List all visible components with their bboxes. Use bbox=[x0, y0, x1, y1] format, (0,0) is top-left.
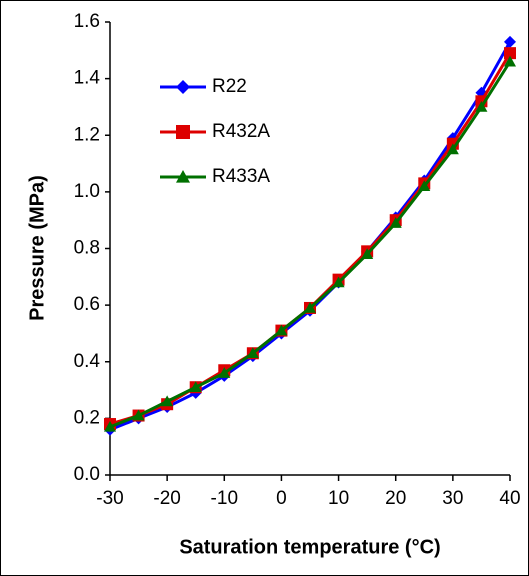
marker bbox=[104, 420, 116, 432]
y-tick-label: 0.8 bbox=[74, 238, 100, 259]
marker bbox=[446, 143, 459, 155]
y-tick-label: 0.6 bbox=[74, 294, 100, 315]
legend-label: R433A bbox=[212, 166, 270, 187]
marker bbox=[389, 217, 402, 228]
x-tick-label: -20 bbox=[153, 488, 180, 509]
legend-marker bbox=[176, 80, 190, 94]
y-axis-title: Pressure (MPa) bbox=[26, 175, 48, 321]
marker bbox=[218, 367, 231, 378]
marker bbox=[246, 347, 259, 359]
x-tick-label: 20 bbox=[385, 488, 406, 509]
legend-label: R22 bbox=[212, 76, 247, 97]
marker bbox=[418, 180, 431, 192]
marker bbox=[189, 381, 202, 393]
marker bbox=[304, 301, 316, 313]
x-tick-label: 40 bbox=[499, 488, 520, 509]
marker bbox=[275, 324, 288, 336]
marker bbox=[504, 35, 516, 48]
legend-marker bbox=[176, 170, 190, 183]
y-tick-label: 1.4 bbox=[74, 68, 101, 89]
marker bbox=[504, 47, 516, 60]
marker bbox=[361, 248, 374, 259]
marker bbox=[475, 100, 488, 112]
y-tick-label: 1.2 bbox=[74, 124, 100, 145]
x-tick-label: 10 bbox=[328, 488, 349, 509]
y-tick-label: 0.4 bbox=[74, 351, 101, 372]
y-tick-label: 0.0 bbox=[74, 464, 100, 485]
y-tick-label: 0.2 bbox=[74, 407, 100, 428]
y-tick-label: 1.6 bbox=[74, 11, 100, 32]
marker bbox=[132, 409, 145, 421]
x-tick-label: 30 bbox=[442, 488, 463, 509]
legend-label: R432A bbox=[212, 121, 270, 142]
x-tick-label: -30 bbox=[96, 488, 123, 509]
marker bbox=[161, 395, 174, 407]
x-tick-label: 0 bbox=[276, 488, 287, 509]
marker bbox=[332, 276, 345, 288]
x-axis-title: Saturation temperature (°C) bbox=[179, 536, 440, 558]
x-tick-label: -10 bbox=[211, 488, 238, 509]
y-tick-label: 1.0 bbox=[74, 181, 100, 202]
marker bbox=[504, 55, 516, 67]
legend-marker bbox=[176, 125, 190, 139]
